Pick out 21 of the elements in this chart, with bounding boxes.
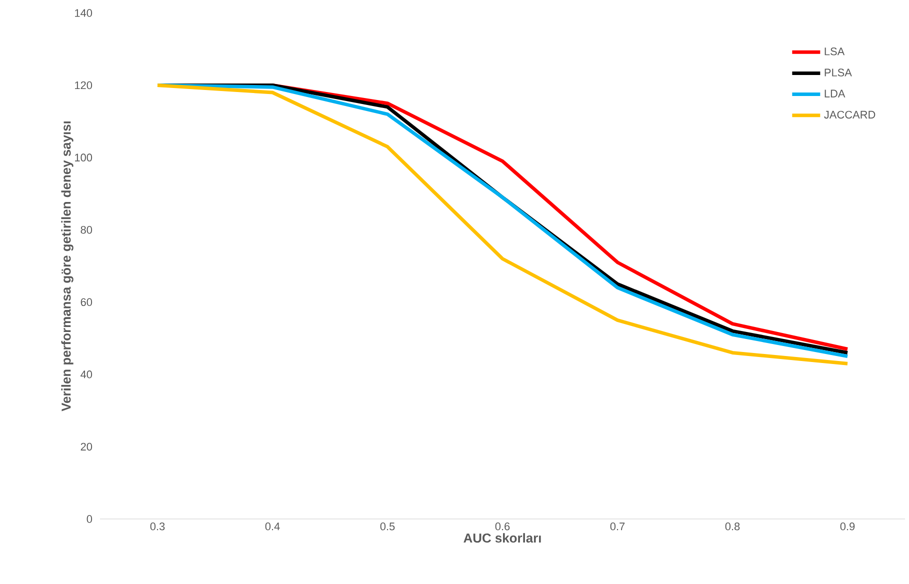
legend-label: LDA <box>824 90 846 98</box>
x-axis-title: AUC skorları <box>464 533 541 543</box>
x-tick-label: 0.7 <box>610 522 625 530</box>
x-tick-label: 0.4 <box>265 522 280 530</box>
y-tick-label: 120 <box>75 81 92 90</box>
y-tick-label: 0 <box>86 515 92 523</box>
y-tick-label: 40 <box>80 370 92 378</box>
x-tick-label: 0.3 <box>150 522 165 530</box>
y-tick-label: 20 <box>80 442 92 451</box>
legend-label: PLSA <box>824 68 852 76</box>
y-tick-label: 60 <box>80 298 92 306</box>
y-axis-title: Verilen performansa göre getirilen deney sayısı <box>61 122 74 412</box>
x-tick-label: 0.6 <box>495 522 510 530</box>
legend-label: JACCARD <box>824 110 876 119</box>
x-tick-label: 0.9 <box>840 522 855 530</box>
y-tick-label: 80 <box>80 226 92 234</box>
y-tick-label: 140 <box>75 9 92 17</box>
x-tick-label: 0.5 <box>380 522 395 530</box>
x-tick-label: 0.8 <box>725 522 740 530</box>
y-tick-label: 100 <box>75 154 92 162</box>
legend-label: LSA <box>824 48 845 56</box>
